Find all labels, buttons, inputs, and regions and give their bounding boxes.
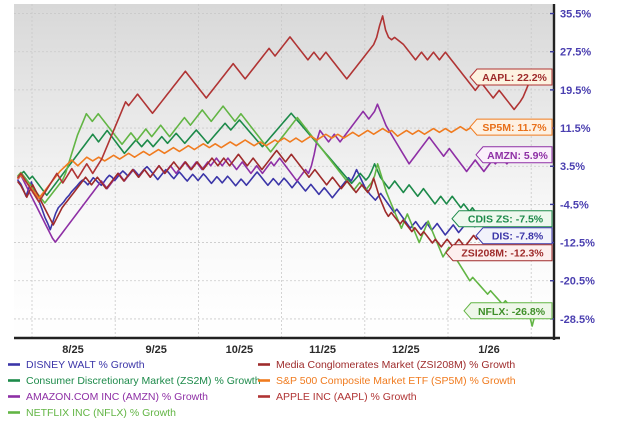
legend-label: DISNEY WALT % Growth	[26, 359, 145, 371]
callout-amzn: AMZN: 5.9%	[475, 146, 553, 164]
x-axis-tick-labels: 8/25 9/25 10/25 11/25 12/25 1/26	[62, 344, 499, 356]
x-tick-label: 10/25	[226, 344, 254, 356]
y-tick-label: 3.5%	[560, 161, 585, 173]
legend-label: S&P 500 Composite Market ETF (SP5M) % Gr…	[276, 375, 516, 387]
legend-label: AMAZON.COM INC (AMZN) % Growth	[26, 391, 208, 403]
x-tick-label: 1/26	[478, 344, 499, 356]
callout-nflx: NFLX: -26.8%	[463, 302, 553, 320]
callout-label: AMZN: 5.9%	[487, 150, 548, 162]
x-tick-label: 8/25	[62, 344, 83, 356]
callout-label: SP5M: 11.7%	[482, 122, 547, 134]
callout-label: AAPL: 22.2%	[482, 72, 547, 84]
x-tick-label: 12/25	[392, 344, 420, 356]
y-tick-label: 27.5%	[560, 47, 591, 59]
legend-label: Consumer Discretionary Market (ZS2M) % G…	[26, 375, 261, 387]
axis-lines	[14, 4, 560, 340]
legend-item[interactable]: NETFLIX INC (NFLX) % Growth	[8, 407, 176, 419]
legend-item[interactable]: APPLE INC (AAPL) % Growth	[258, 391, 417, 403]
callout-label: ZSI208M: -12.3%	[461, 248, 544, 260]
series-line-cdis-zs	[17, 112, 551, 220]
series-lines	[17, 15, 551, 327]
legend-item[interactable]: Media Conglomerates Market (ZSI208M) % G…	[258, 359, 515, 371]
plot-area-background	[14, 4, 554, 338]
y-tick-label: 11.5%	[560, 123, 591, 135]
series-line-sp5m	[17, 125, 551, 199]
callout-label: CDIS ZS: -7.5%	[468, 214, 544, 226]
series-line-aapl	[17, 15, 551, 203]
callout-label: NFLX: -26.8%	[478, 306, 546, 318]
legend-item[interactable]: S&P 500 Composite Market ETF (SP5M) % Gr…	[258, 375, 516, 387]
series-line-nflx	[17, 105, 551, 327]
legend-label: APPLE INC (AAPL) % Growth	[276, 391, 417, 403]
y-tick-label: -4.5%	[560, 199, 589, 211]
y-tick-label: -20.5%	[560, 276, 595, 288]
value-callouts: AAPL: 22.2% SP5M: 11.7% AMZN: 5.9% CDIS ZS:…	[445, 68, 553, 320]
legend-item[interactable]: DISNEY WALT % Growth	[8, 359, 145, 371]
y-tick-label: 35.5%	[560, 9, 591, 21]
y-tick-label: 19.5%	[560, 85, 591, 97]
series-line-zsi208m	[17, 149, 551, 248]
y-tick-label: -28.5%	[560, 314, 595, 326]
legend-item[interactable]: AMAZON.COM INC (AMZN) % Growth	[8, 391, 208, 403]
legend-item[interactable]: Consumer Discretionary Market (ZS2M) % G…	[8, 375, 261, 387]
callout-cdis-zs: CDIS ZS: -7.5%	[451, 210, 553, 228]
callout-sp5m: SP5M: 11.7%	[469, 118, 553, 136]
legend-label: Media Conglomerates Market (ZSI208M) % G…	[276, 359, 515, 371]
callout-aapl: AAPL: 22.2%	[469, 68, 553, 86]
callout-dis: DIS: -7.8%	[475, 227, 553, 245]
series-line-dis	[17, 165, 551, 236]
y-axis-tick-labels: 35.5% 27.5% 19.5% 11.5% 3.5% -4.5% -12.5% -20.5…	[550, 9, 595, 326]
legend-label: NETFLIX INC (NFLX) % Growth	[26, 407, 176, 419]
y-tick-label: -12.5%	[560, 238, 595, 250]
x-tick-label: 11/25	[309, 344, 336, 356]
callout-zsi208m: ZSI208M: -12.3%	[445, 244, 553, 262]
callout-label: DIS: -7.8%	[492, 231, 544, 243]
x-tick-label: 9/25	[145, 344, 166, 356]
chart-legend: DISNEY WALT % Growth Consumer Discretiona…	[8, 359, 516, 419]
